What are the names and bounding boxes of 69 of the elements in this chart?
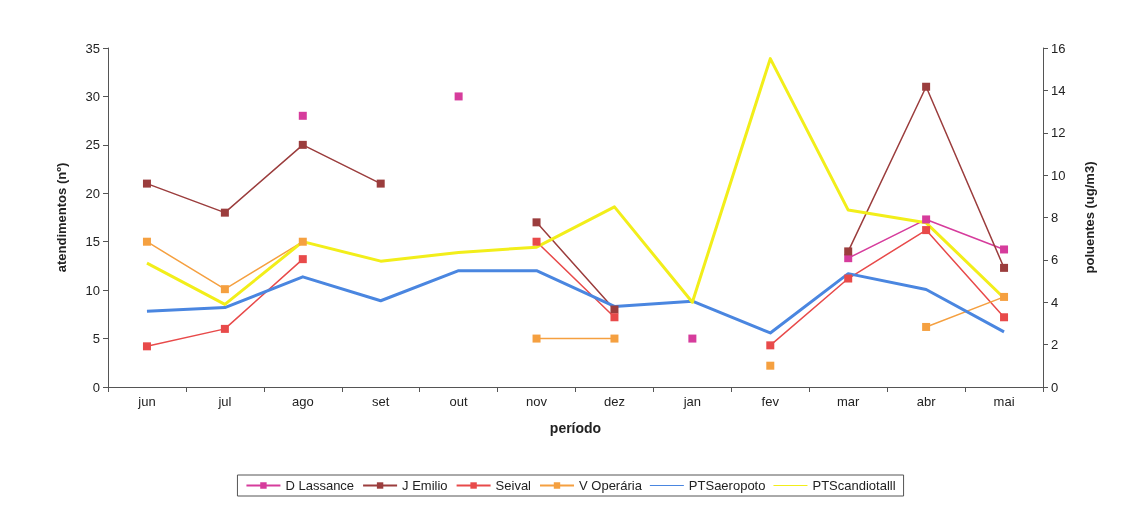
x-tick-label: dez [603, 394, 625, 409]
x-tick-label: set [372, 394, 390, 409]
y2-tick-label: 8 [1051, 210, 1059, 225]
y2-tick-label: 10 [1051, 167, 1066, 183]
x-tick-label: abr [916, 394, 937, 409]
point [220, 324, 229, 333]
y2-tick-label: 4 [1051, 294, 1059, 310]
point [298, 237, 307, 246]
point [142, 179, 151, 188]
point [766, 361, 775, 370]
y-tick-label: 35 [85, 40, 100, 56]
y-tick-label: 25 [85, 137, 100, 153]
line-series [145, 269, 1006, 335]
point [454, 92, 463, 101]
legend-label: PTSaeropoto [688, 478, 766, 493]
point [688, 334, 697, 343]
y2-axis-title: poluentes (ug/m3) [1082, 161, 1097, 274]
point [922, 215, 931, 224]
x-axis-title: período [549, 420, 602, 436]
y-tick-label: 10 [85, 282, 100, 298]
point [610, 334, 619, 343]
point [142, 237, 151, 246]
x-tick-label: jun [137, 394, 156, 409]
point [532, 334, 541, 343]
legend-label: Seival [495, 478, 532, 493]
y2-tick-label: 2 [1051, 337, 1059, 353]
y-tick-label: 20 [85, 185, 100, 201]
y-tick-label: 0 [92, 379, 100, 395]
y-axis-title: atendimentos (nº) [54, 162, 69, 273]
x-tick-label: mai [993, 394, 1015, 409]
point [610, 313, 619, 322]
point [376, 179, 385, 188]
point [844, 274, 853, 283]
point [922, 226, 931, 235]
x-tick-label: jan [682, 394, 702, 409]
point [844, 247, 853, 256]
legend-label: D Lassance [285, 478, 355, 493]
x-tick-label: out [449, 394, 469, 409]
point [1000, 245, 1009, 254]
x-tick-label: jul [217, 394, 232, 409]
point [766, 341, 775, 350]
y2-tick-label: 6 [1051, 252, 1059, 268]
point [922, 322, 931, 331]
point [532, 237, 541, 246]
point [1000, 292, 1009, 301]
x-tick-label: nov [526, 394, 548, 409]
y2-tick-label: 0 [1051, 379, 1059, 395]
x-tick-label: fev [761, 394, 780, 409]
point [220, 285, 229, 294]
y2-tick-label: 14 [1051, 82, 1066, 98]
point [922, 82, 931, 91]
legend-label: V Operária [579, 478, 643, 493]
y-tick-label: 5 [92, 331, 100, 347]
y2-tick-label: 12 [1051, 125, 1066, 141]
point [220, 208, 229, 217]
point [142, 342, 151, 351]
legend-label: J Emilio [402, 478, 448, 493]
point [298, 255, 307, 264]
y-tick-label: 15 [85, 234, 100, 250]
point [298, 111, 307, 120]
point [1000, 263, 1009, 272]
point [298, 140, 307, 149]
y-tick-label: 30 [85, 88, 100, 104]
x-tick-label: ago [291, 394, 314, 409]
x-tick-label: mar [837, 394, 861, 409]
point [532, 218, 541, 227]
y2-tick-label: 16 [1051, 40, 1066, 56]
point [1000, 313, 1009, 322]
legend-label: PTScandiotalll [812, 478, 896, 493]
